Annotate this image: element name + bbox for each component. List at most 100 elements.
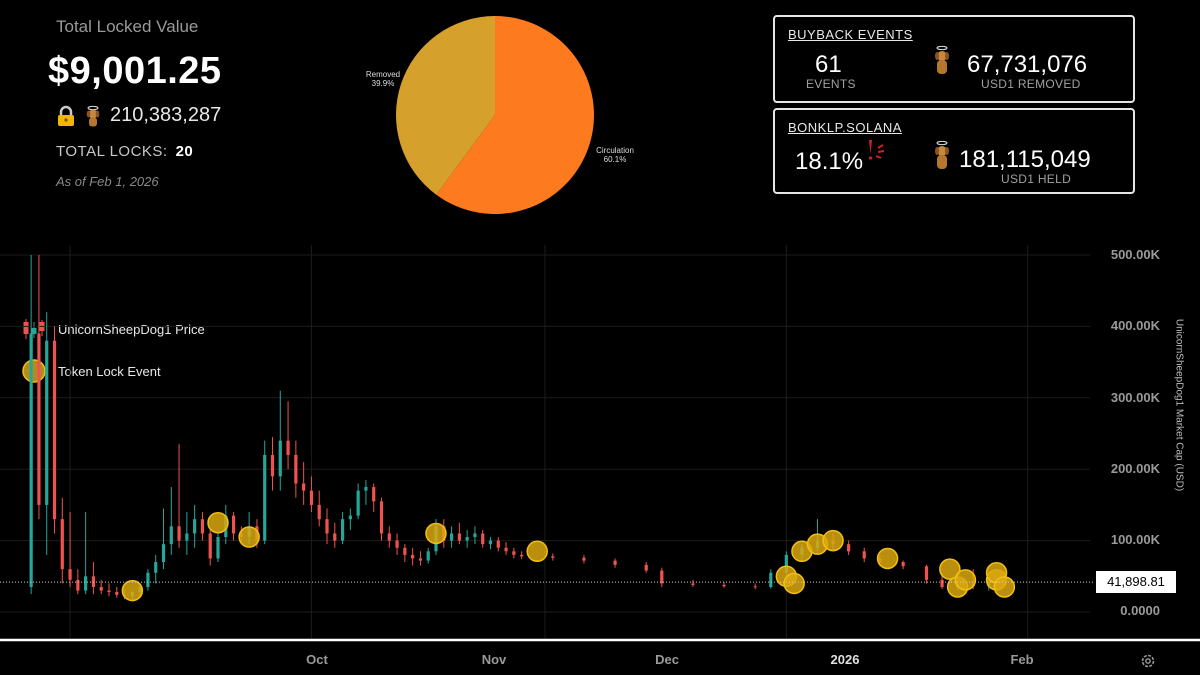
candle-body — [504, 547, 508, 552]
x-tick: Oct — [306, 652, 328, 667]
pie-label-circulation: Circulation 60.1% — [588, 146, 642, 164]
candle-body — [185, 533, 189, 541]
candle-body — [512, 551, 516, 555]
total-locks-value: 20 — [175, 143, 194, 160]
pie-circulation-name: Circulation — [596, 146, 634, 155]
lock-event-marker — [207, 512, 229, 534]
candle-body — [387, 533, 391, 541]
dog-icon — [935, 140, 949, 169]
candle-body — [901, 562, 905, 567]
supply-pie-chart — [396, 16, 594, 214]
y-tick: 300.00K — [1110, 390, 1160, 405]
candle-body — [302, 483, 306, 491]
x-tick: Feb — [1010, 652, 1034, 667]
candle-body — [231, 515, 236, 534]
candle-body — [449, 533, 454, 541]
total-locks-label: TOTAL LOCKS: — [56, 143, 168, 160]
lock-event-marker — [993, 576, 1016, 598]
lock-icon — [58, 105, 74, 126]
total-locks: TOTAL LOCKS: 20 — [56, 143, 193, 160]
locked-tokens-value: 210,383,287 — [110, 104, 222, 126]
tlv-label: Total Locked Value — [56, 17, 199, 36]
candle-body — [784, 554, 788, 573]
candle-body — [340, 519, 345, 541]
candle-body — [216, 537, 220, 559]
candle-body — [333, 533, 337, 541]
candle-body — [613, 560, 617, 565]
y-tick: 500.00K — [1110, 247, 1160, 262]
candle-body — [154, 562, 158, 573]
lock-event-marker — [783, 572, 805, 595]
legend-price-label: UnicornSheepDog1 Price — [58, 321, 205, 337]
candle-body — [263, 454, 267, 541]
candle-body — [481, 533, 485, 545]
pie-removed-name: Removed — [365, 70, 401, 79]
x-tick: 2026 — [830, 652, 860, 667]
candle-body — [372, 487, 376, 502]
candle-body — [356, 490, 360, 516]
candle-body — [278, 440, 282, 477]
candle-body — [169, 526, 173, 545]
candle-body — [68, 569, 72, 580]
candle-body — [426, 551, 430, 561]
lock-event-marker — [876, 547, 899, 570]
candle-body — [52, 340, 57, 520]
as-of-date: As of Feb 1, 2026 — [56, 174, 159, 189]
legend-lock-label: Token Lock Event — [58, 363, 161, 379]
candle-body — [582, 557, 586, 561]
y-tick: 0.0000 — [1120, 603, 1160, 618]
exclamation-icon — [868, 140, 885, 160]
candle-body — [317, 504, 321, 520]
candle-body — [193, 519, 197, 534]
candle-body — [325, 519, 329, 534]
lock-event-marker — [939, 558, 961, 580]
buyback-events-label: EVENTS — [806, 77, 856, 91]
dog-icon — [86, 105, 100, 126]
candle-body — [99, 587, 103, 591]
lock-event-marker — [425, 522, 447, 545]
candle-body — [60, 519, 64, 570]
locked-tokens-row: 210,383,287 — [56, 104, 221, 127]
candle-body — [379, 501, 384, 534]
candle-body — [270, 454, 275, 477]
candle-body — [286, 440, 290, 455]
current-price-tag: 41,898.81 — [1096, 571, 1176, 594]
candle-body — [115, 592, 119, 595]
bonklp-held-value: 181,115,049 — [959, 146, 1091, 173]
y-tick: 100.00K — [1110, 532, 1160, 547]
candle-body — [177, 526, 181, 541]
buyback-events-value: 61 — [815, 51, 842, 78]
candle-body — [691, 583, 695, 585]
pie-label-removed: Removed 39.9% — [356, 70, 410, 88]
buyback-removed-value: 67,731,076 — [967, 51, 1088, 78]
buyback-removed-label: USD1 REMOVED — [981, 77, 1081, 91]
candle-body — [395, 540, 399, 548]
pie-circulation-pct: 60.1% — [603, 155, 627, 164]
pie-slice-circulation — [436, 16, 594, 214]
candle-body — [488, 540, 493, 545]
gear-icon[interactable] — [1140, 653, 1156, 669]
y-tick: 400.00K — [1110, 318, 1160, 333]
bonklp-title: BONKLP.SOLANA — [788, 120, 902, 135]
y-tick: 200.00K — [1110, 461, 1160, 476]
y-axis-title: UnicornSheepDog1 Market Cap (USD) — [1173, 318, 1185, 492]
bonklp-percent: 18.1% — [795, 148, 864, 175]
candle-body — [76, 579, 80, 591]
candle-body — [348, 515, 352, 520]
candle-body — [924, 566, 929, 580]
candle-body — [418, 558, 423, 561]
lock-event-marker — [822, 529, 844, 552]
candle-body — [465, 537, 469, 541]
candle-body — [457, 533, 461, 541]
buyback-card: BUYBACK EVENTS 61 EVENTS 67,731,076 USD1… — [773, 15, 1135, 103]
x-tick: Nov — [481, 652, 507, 667]
candle-body — [37, 333, 41, 505]
dog-icon — [935, 45, 949, 74]
candle-body — [411, 554, 415, 559]
candle-body — [29, 333, 33, 588]
candle-body — [309, 490, 314, 505]
candle-body — [551, 556, 555, 558]
candle-body — [473, 533, 477, 538]
candle-body — [940, 579, 944, 588]
